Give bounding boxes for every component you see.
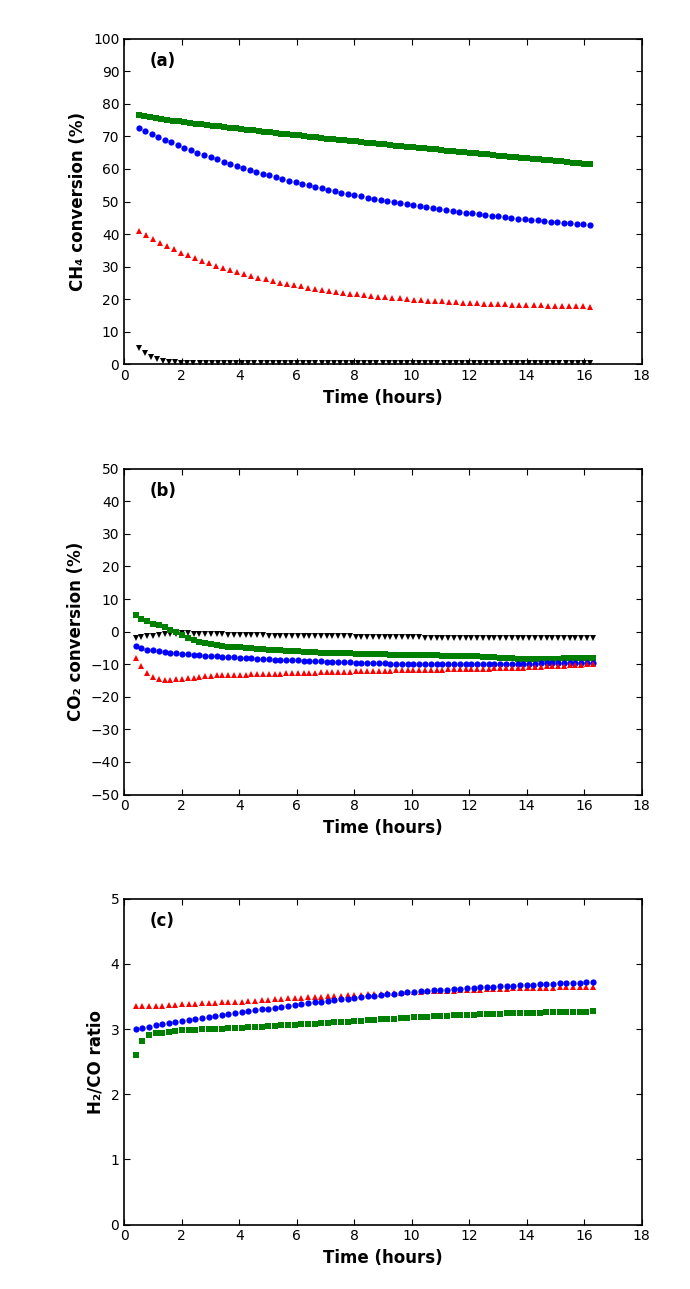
- Y-axis label: CH₄ conversion (%): CH₄ conversion (%): [70, 112, 88, 291]
- X-axis label: Time (hours): Time (hours): [323, 819, 443, 837]
- Text: (c): (c): [150, 911, 175, 929]
- Y-axis label: CO₂ conversion (%): CO₂ conversion (%): [66, 541, 85, 722]
- Text: (b): (b): [150, 482, 177, 500]
- X-axis label: Time (hours): Time (hours): [323, 389, 443, 407]
- Text: (a): (a): [150, 52, 176, 70]
- Y-axis label: H₂/CO ratio: H₂/CO ratio: [87, 1009, 105, 1114]
- X-axis label: Time (hours): Time (hours): [323, 1249, 443, 1267]
